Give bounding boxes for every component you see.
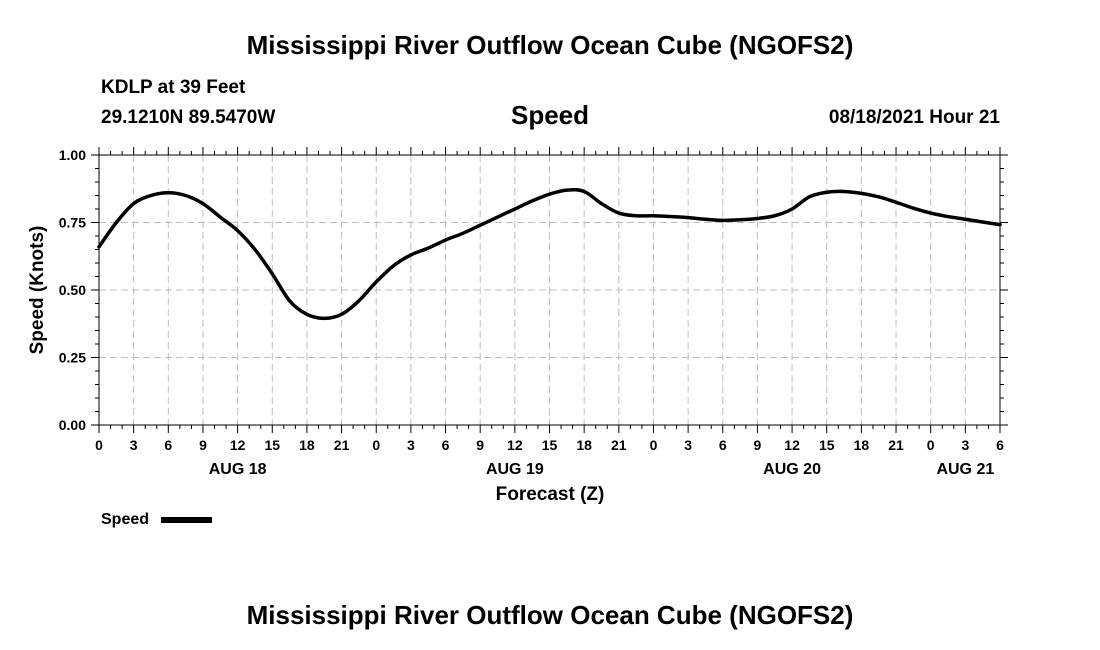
- variable-title: Speed: [510, 100, 590, 130]
- y-tick-label: 1.00: [59, 147, 86, 163]
- x-tick-label: 21: [334, 437, 350, 453]
- x-tick-label: 6: [442, 437, 450, 453]
- x-tick-label: 12: [784, 437, 800, 453]
- station-label: KDLP at 39 Feet: [101, 77, 246, 98]
- x-tick-label: 0: [372, 437, 380, 453]
- x-tick-label: 0: [650, 437, 658, 453]
- y-axis-label: Speed (Knots): [27, 226, 48, 355]
- x-tick-label: 15: [819, 437, 835, 453]
- x-date-label: AUG 19: [486, 461, 544, 478]
- x-tick-label: 21: [888, 437, 904, 453]
- x-tick-label: 18: [576, 437, 592, 453]
- legend: Speed: [101, 511, 212, 528]
- x-date-label: AUG 20: [763, 461, 821, 478]
- footer-title: Mississippi River Outflow Ocean Cube (NG…: [246, 600, 854, 630]
- x-tick-label: 6: [996, 437, 1004, 453]
- x-tick-label: 9: [754, 437, 762, 453]
- forecast-date: 08/18/2021 Hour 21: [828, 107, 1000, 128]
- x-tick-label: 15: [264, 437, 280, 453]
- y-tick-label: 0.00: [59, 417, 86, 433]
- speed-series-line: [97, 187, 1002, 321]
- grid: [99, 155, 1000, 425]
- x-tick-label: 3: [961, 437, 969, 453]
- chart-title: Mississippi River Outflow Ocean Cube (NG…: [246, 30, 854, 60]
- x-date-label: AUG 18: [209, 461, 267, 478]
- station-coordinates: 29.1210N 89.5470W: [101, 107, 276, 128]
- axis-ticks: [91, 147, 1008, 433]
- x-axis-label: Forecast (Z): [496, 484, 605, 505]
- x-tick-label: 15: [542, 437, 558, 453]
- x-tick-label: 21: [611, 437, 627, 453]
- x-tick-label: 6: [719, 437, 727, 453]
- x-tick-label: 3: [407, 437, 415, 453]
- x-tick-label: 18: [299, 437, 315, 453]
- x-date-labels: AUG 18 AUG 19 AUG 20 AUG 21: [209, 461, 995, 478]
- y-tick-label: 0.50: [59, 282, 86, 298]
- x-tick-label: 18: [854, 437, 870, 453]
- x-tick-label: 3: [130, 437, 138, 453]
- x-tick-label: 9: [199, 437, 207, 453]
- x-tick-label: 6: [164, 437, 172, 453]
- x-tick-label: 3: [684, 437, 692, 453]
- x-tick-label: 0: [95, 437, 103, 453]
- x-tick-label: 12: [507, 437, 523, 453]
- x-tick-label: 9: [476, 437, 484, 453]
- x-tick-label: 0: [927, 437, 935, 453]
- y-tick-labels: 0.00 0.25 0.50 0.75 1.00: [59, 147, 86, 433]
- x-tick-labels: 0 3 6 9 12 15 18 21 0 3 6 9 12 15 18 21 0 3 6 9 12 15 18 21 0 3 6: [95, 437, 1004, 453]
- y-tick-label: 0.25: [59, 350, 86, 366]
- y-tick-label: 0.75: [59, 215, 86, 231]
- legend-label: Speed: [101, 511, 149, 528]
- x-tick-label: 12: [230, 437, 246, 453]
- x-date-label: AUG 21: [936, 461, 994, 478]
